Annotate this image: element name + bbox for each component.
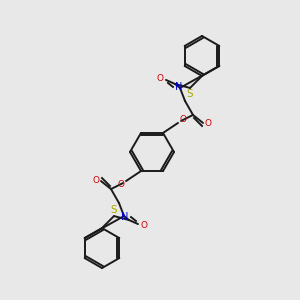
Text: N: N [175,82,183,92]
Text: O: O [118,180,124,189]
Text: O: O [92,176,100,184]
Text: S: S [111,205,117,215]
Text: O: O [140,220,148,230]
Text: O: O [157,74,164,83]
Text: N: N [121,212,129,222]
Text: O: O [205,119,212,128]
Text: S: S [187,89,193,99]
Text: O: O [179,116,187,124]
